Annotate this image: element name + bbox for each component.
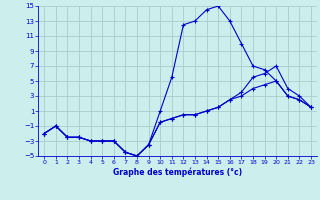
X-axis label: Graphe des températures (°c): Graphe des températures (°c) [113,168,242,177]
